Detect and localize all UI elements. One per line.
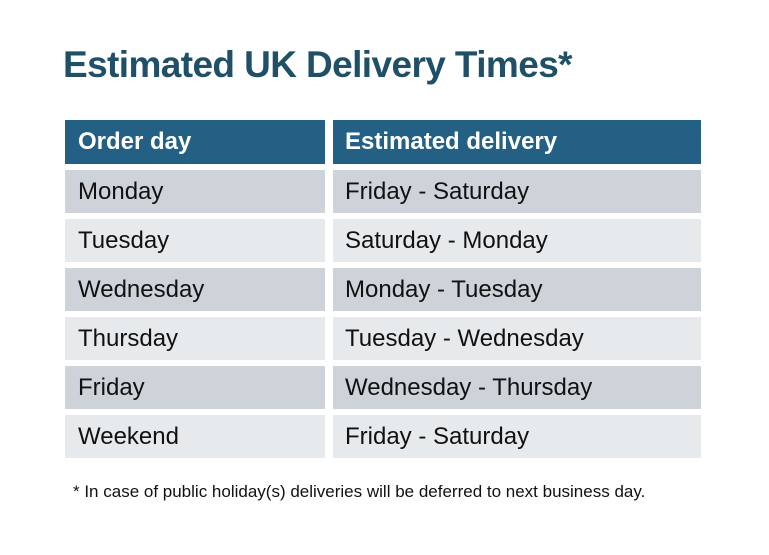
page-title: Estimated UK Delivery Times*: [63, 44, 573, 85]
estimated-delivery-cell: Saturday - Monday: [333, 219, 701, 262]
order-day-cell: Wednesday: [65, 268, 325, 311]
order-day-cell: Monday: [65, 170, 325, 213]
table-row-monday: Monday Friday - Saturday: [65, 170, 701, 213]
estimated-delivery-cell: Friday - Saturday: [333, 415, 701, 458]
footnote: * In case of public holiday(s) deliverie…: [73, 482, 646, 501]
table-row-weekend: Weekend Friday - Saturday: [65, 415, 701, 458]
estimated-delivery-cell: Tuesday - Wednesday: [333, 317, 701, 360]
table-row-thursday: Thursday Tuesday - Wednesday: [65, 317, 701, 360]
table-row-friday: Friday Wednesday - Thursday: [65, 366, 701, 409]
column-header-estimated-delivery: Estimated delivery: [333, 120, 701, 164]
table-row-wednesday: Wednesday Monday - Tuesday: [65, 268, 701, 311]
order-day-cell: Friday: [65, 366, 325, 409]
delivery-times-table: Order day Estimated delivery Monday Frid…: [65, 120, 701, 464]
estimated-delivery-cell: Monday - Tuesday: [333, 268, 701, 311]
column-header-order-day: Order day: [65, 120, 325, 164]
estimated-delivery-cell: Friday - Saturday: [333, 170, 701, 213]
order-day-cell: Weekend: [65, 415, 325, 458]
table-row-tuesday: Tuesday Saturday - Monday: [65, 219, 701, 262]
table-header-row: Order day Estimated delivery: [65, 120, 701, 164]
order-day-cell: Tuesday: [65, 219, 325, 262]
estimated-delivery-cell: Wednesday - Thursday: [333, 366, 701, 409]
order-day-cell: Thursday: [65, 317, 325, 360]
